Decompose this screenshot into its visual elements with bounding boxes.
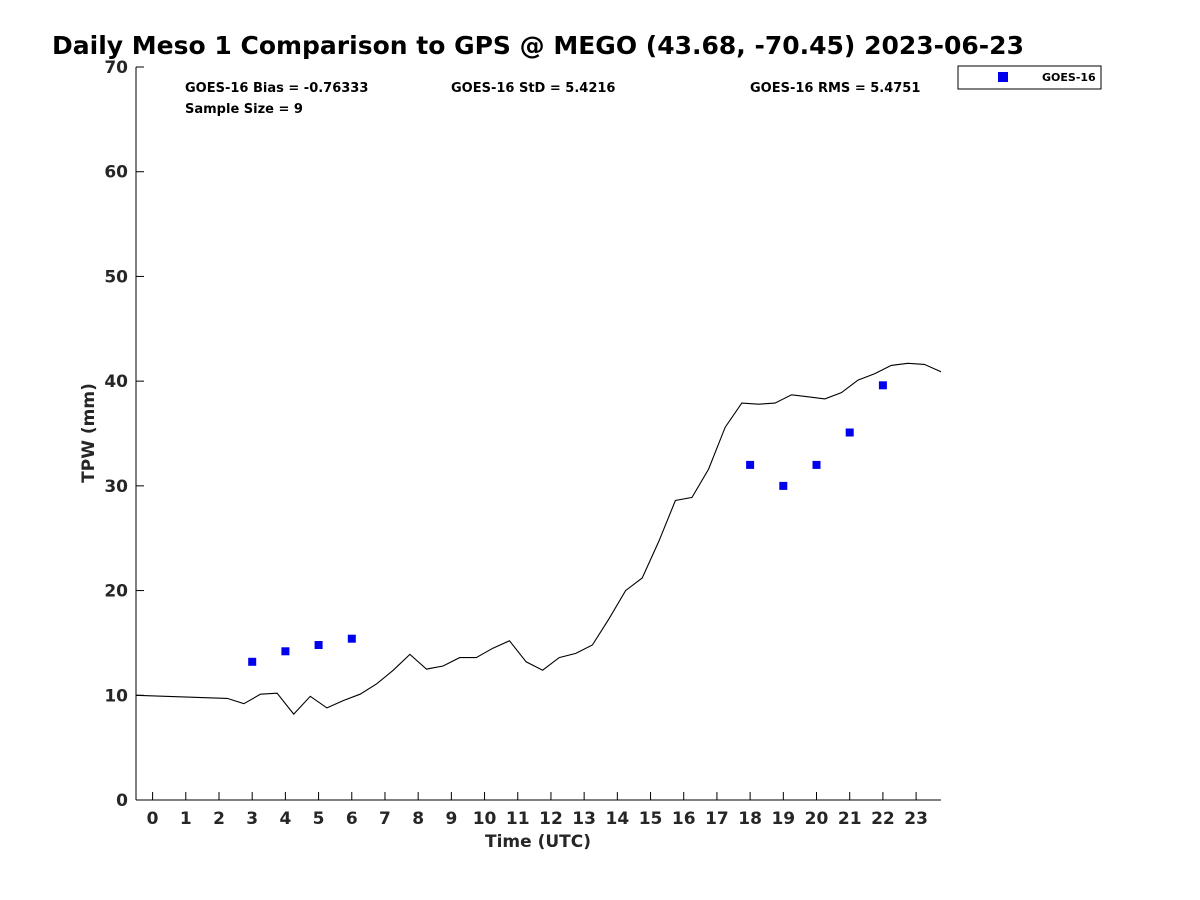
goes16-marker-series	[248, 381, 887, 666]
y-axis-label: TPW (mm)	[79, 383, 99, 483]
y-axis-ticks: 0 10 20 30 40 50 60 70	[104, 58, 144, 811]
x-tick-label: 4	[279, 809, 291, 829]
y-tick-label: 70	[104, 58, 128, 78]
goes16-point	[281, 647, 290, 656]
goes16-point	[845, 428, 854, 437]
x-tick-label: 1	[180, 809, 192, 829]
gps-line-series	[135, 362, 942, 715]
x-tick-label: 5	[313, 809, 325, 829]
x-tick-label: 11	[506, 809, 530, 829]
legend: GOES-16	[957, 65, 1102, 90]
y-tick-label: 30	[104, 477, 128, 497]
rms-stat: GOES-16 RMS = 5.4751	[750, 81, 920, 96]
legend-marker	[998, 72, 1008, 82]
x-tick-label: 23	[904, 809, 928, 829]
gps-tpw-line	[135, 362, 942, 715]
x-tick-label: 18	[738, 809, 762, 829]
goes16-point	[314, 641, 323, 649]
y-tick-label: 20	[104, 582, 128, 602]
x-tick-label: 13	[572, 809, 596, 829]
goes16-point	[812, 460, 821, 469]
y-tick-label: 40	[104, 372, 128, 392]
x-tick-label: 7	[379, 809, 391, 829]
goes16-point	[878, 381, 887, 390]
x-tick-label: 0	[147, 809, 159, 829]
x-tick-label: 20	[805, 809, 829, 829]
y-tick-label: 60	[104, 163, 128, 183]
x-tick-label: 9	[445, 809, 457, 829]
legend-label-goes16: GOES-16	[1042, 71, 1096, 84]
x-tick-label: 12	[539, 809, 563, 829]
sample-size-stat: Sample Size = 9	[185, 102, 303, 117]
bias-stat: GOES-16 Bias = -0.76333	[185, 81, 368, 96]
x-tick-label: 6	[346, 809, 358, 829]
x-tick-label: 14	[606, 809, 630, 829]
y-tick-label: 10	[104, 686, 128, 706]
goes16-point	[347, 634, 356, 643]
goes16-point	[746, 460, 755, 469]
std-stat: GOES-16 StD = 5.4216	[451, 81, 615, 96]
x-tick-label: 19	[771, 809, 795, 829]
plot-axes	[135, 67, 941, 801]
x-tick-label: 3	[246, 809, 258, 829]
x-tick-label: 8	[412, 809, 424, 829]
goes16-point	[779, 481, 788, 490]
chart-title: Daily Meso 1 Comparison to GPS @ MEGO (4…	[52, 31, 1024, 60]
x-tick-label: 21	[838, 809, 862, 829]
x-axis-label: Time (UTC)	[485, 832, 591, 852]
x-tick-label: 2	[213, 809, 225, 829]
y-tick-label: 50	[104, 267, 128, 287]
x-tick-label: 16	[672, 809, 696, 829]
legend-box	[957, 65, 1102, 90]
y-tick-label: 0	[116, 791, 128, 811]
goes16-point	[248, 657, 257, 666]
x-tick-label: 22	[871, 809, 895, 829]
x-tick-label: 15	[639, 809, 663, 829]
x-tick-label: 17	[705, 809, 729, 829]
x-tick-label: 10	[473, 809, 497, 829]
x-axis-ticks: 0 1 2 3 4 5 6 7 8 9 10 11 12 13 14 15 16 17 18 19 20 21 22 23	[147, 792, 928, 829]
